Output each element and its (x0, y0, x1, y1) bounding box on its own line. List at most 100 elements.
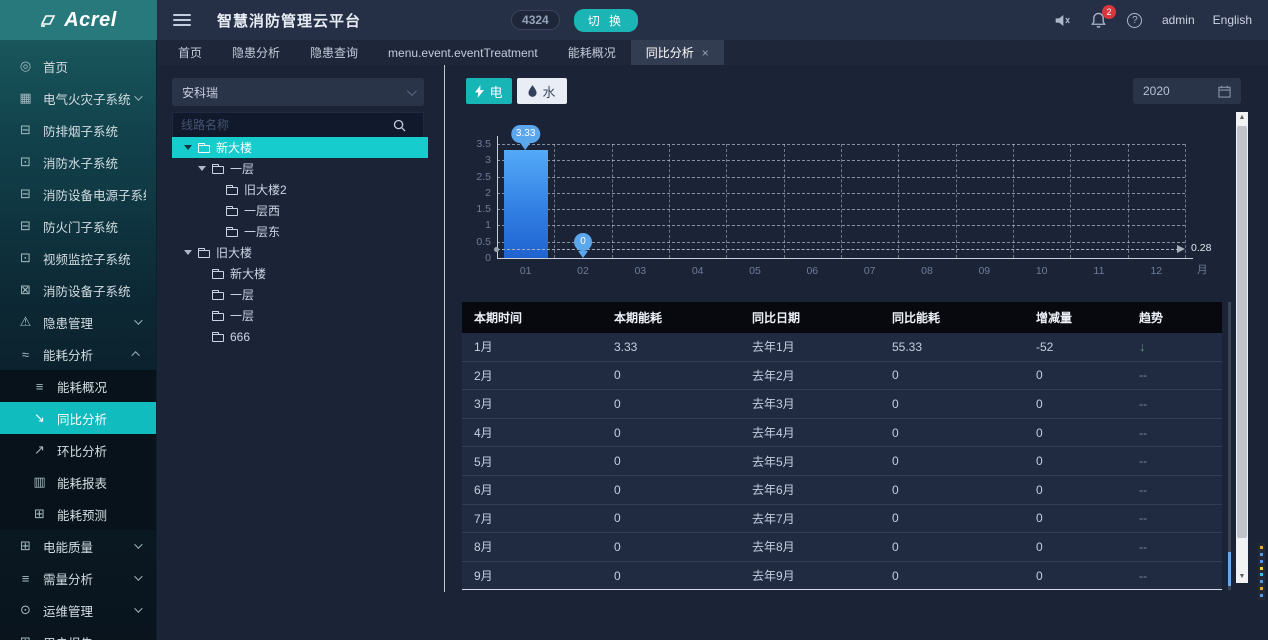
tab-5[interactable]: 同比分析× (631, 40, 724, 65)
home-icon: ◎ (18, 58, 33, 74)
tree-node-0[interactable]: 新大楼 (172, 137, 428, 158)
lock-icon: ⊟ (18, 122, 33, 138)
tree-node-2[interactable]: 旧大楼2 (172, 179, 428, 200)
sidebar-item-energy-analysis[interactable]: ≈能耗分析 (0, 338, 156, 370)
table-cell: 0 (1024, 540, 1127, 554)
tree-node-3[interactable]: 一层西 (172, 200, 428, 221)
tree-node-9[interactable]: 666 (172, 326, 428, 347)
sidebar-item-label: 消防水子系统 (43, 153, 146, 172)
sidebar-item-fire-water[interactable]: ⊡消防水子系统 (0, 146, 156, 178)
table-header-cell: 本期能耗 (602, 309, 740, 326)
x-axis-tick-label: 03 (612, 265, 669, 277)
search-icon[interactable] (393, 119, 415, 132)
sidebar-item-ops-mgmt[interactable]: ⊙运维管理 (0, 594, 156, 626)
tree-caret-icon[interactable] (184, 250, 192, 255)
chart-icon: ▦ (18, 90, 33, 106)
sidebar-item-energy-forecast[interactable]: ⊞能耗预测 (0, 498, 156, 530)
sidebar-item-smoke-control[interactable]: ⊟防排烟子系统 (0, 114, 156, 146)
scroll-up-arrow[interactable]: ▲ (1236, 112, 1248, 124)
sidebar-item-yoy-analysis[interactable]: ↘同比分析 (0, 402, 156, 434)
close-icon[interactable]: × (702, 48, 709, 58)
mute-speaker-icon[interactable] (1054, 11, 1072, 29)
notification-bell-icon[interactable]: 2 (1090, 11, 1108, 29)
table-cell: 3月 (462, 395, 602, 412)
sidebar-item-fire-door[interactable]: ⊟防火门子系统 (0, 210, 156, 242)
switch-button[interactable]: 切 换 (574, 9, 638, 32)
tree-node-1[interactable]: 一层 (172, 158, 428, 179)
forecast-icon: ⊞ (32, 506, 47, 522)
tree-node-label: 旧大楼2 (244, 181, 287, 198)
y-axis-tick-label: 1.5 (455, 203, 491, 215)
tree-caret-icon[interactable] (184, 145, 192, 150)
tab-0[interactable]: 首页 (163, 40, 217, 65)
calendar-icon (1218, 85, 1231, 98)
year-picker[interactable]: 2020 (1133, 78, 1241, 104)
table-cell: -52 (1024, 340, 1127, 354)
sidebar-item-label: 能耗概况 (57, 377, 146, 396)
sidebar-item-demand-analysis[interactable]: ≡需量分析 (0, 562, 156, 594)
collapse-menu-icon[interactable] (173, 14, 191, 26)
chevron-down-icon (134, 92, 142, 100)
table-scrollbar-thumb[interactable] (1228, 552, 1231, 586)
header-right: 2 ? admin English (1054, 11, 1268, 29)
water-toggle-button[interactable]: 水 (517, 78, 567, 104)
app-title: 智慧消防管理云平台 (217, 10, 361, 31)
tree-node-5[interactable]: 旧大楼 (172, 242, 428, 263)
table-cell: 0 (602, 397, 740, 411)
y-axis-tick-label: 2.5 (455, 171, 491, 183)
sidebar-item-energy-report[interactable]: ▥能耗报表 (0, 466, 156, 498)
sidebar-item-power-quality[interactable]: ⊞电能质量 (0, 530, 156, 562)
tree-node-8[interactable]: 一层 (172, 305, 428, 326)
org-select[interactable]: 安科瑞 (172, 78, 424, 106)
bar-month-01 (504, 150, 548, 258)
sidebar: Acrel ◎ 首页 ▦电气火灾子系统⊟防排烟子系统⊡消防水子系统⊟消防设备电源子系… (0, 0, 157, 640)
table-cell: 7月 (462, 510, 602, 527)
y-axis-tick-label: 3.5 (455, 138, 491, 150)
warning-icon: ⚠ (18, 314, 33, 330)
device-tree: 新大楼一层旧大楼2一层西一层东旧大楼新大楼一层一层666 (172, 137, 428, 347)
table-scrollbar-track[interactable] (1228, 302, 1231, 590)
sidebar-item-home[interactable]: ◎ 首页 (0, 50, 156, 82)
sidebar-item-label: 首页 (43, 57, 146, 76)
sidebar-item-user-report[interactable]: ⊞用户报告 (0, 626, 156, 640)
value-pin-02: 0 (574, 233, 592, 251)
electric-toggle-button[interactable]: 电 (466, 78, 512, 104)
sidebar-item-fire-device[interactable]: ⊠消防设备子系统 (0, 274, 156, 306)
tree-node-7[interactable]: 一层 (172, 284, 428, 305)
acrel-logo-icon (40, 12, 58, 28)
tab-1[interactable]: 隐患分析 (217, 40, 295, 65)
sidebar-item-label: 能耗分析 (43, 345, 134, 364)
tab-4[interactable]: 能耗概况 (553, 40, 631, 65)
table-cell: 去年1月 (740, 338, 880, 355)
table-cell: 4月 (462, 424, 602, 441)
sidebar-item-mom-analysis[interactable]: ↗环比分析 (0, 434, 156, 466)
tree-node-4[interactable]: 一层东 (172, 221, 428, 242)
line-search-input[interactable] (181, 118, 393, 132)
table-header-cell: 同比能耗 (880, 309, 1024, 326)
sidebar-item-fire-power[interactable]: ⊟消防设备电源子系统 (0, 178, 156, 210)
x-axis-tick-label: 12 (1128, 265, 1185, 277)
tab-label: menu.event.eventTreatment (388, 46, 538, 60)
table-cell: -- (1127, 540, 1222, 554)
tree-caret-icon[interactable] (198, 166, 206, 171)
y-axis-line (497, 136, 498, 258)
bar-chart-icon: ▥ (32, 474, 47, 490)
folder-icon (226, 229, 238, 237)
tree-node-label: 一层 (230, 160, 254, 177)
user-menu[interactable]: admin (1162, 13, 1195, 27)
folder-icon (212, 292, 224, 300)
table-row: 8月0去年8月00-- (462, 533, 1222, 562)
acrel-logo: Acrel (0, 0, 157, 40)
sidebar-item-video-monitor[interactable]: ⊡视频监控子系统 (0, 242, 156, 274)
tab-3[interactable]: menu.event.eventTreatment (373, 40, 553, 65)
tab-2[interactable]: 隐患查询 (295, 40, 373, 65)
tree-node-6[interactable]: 新大楼 (172, 263, 428, 284)
page-scrollbar-thumb[interactable] (1237, 126, 1247, 538)
table-row: 1月3.33去年1月55.33-52↓ (462, 333, 1222, 362)
sidebar-item-energy-overview[interactable]: ≡能耗概况 (0, 370, 156, 402)
sidebar-item-electric-fire[interactable]: ▦电气火灾子系统 (0, 82, 156, 114)
scroll-down-arrow[interactable]: ▼ (1236, 571, 1248, 583)
sidebar-item-hazard-mgmt[interactable]: ⚠隐患管理 (0, 306, 156, 338)
help-icon[interactable]: ? (1126, 11, 1144, 29)
language-switch[interactable]: English (1213, 13, 1252, 27)
